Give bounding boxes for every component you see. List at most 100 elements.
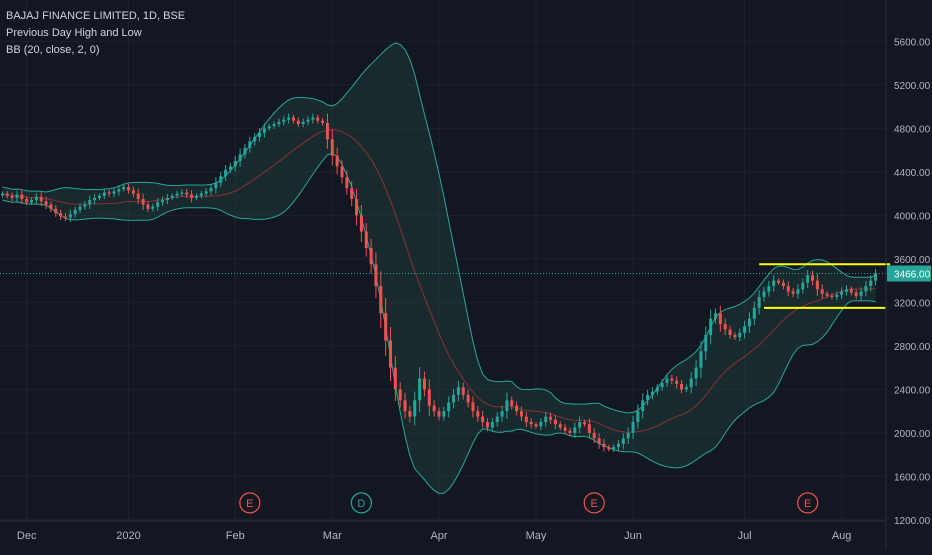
candle-body[interactable] xyxy=(83,204,87,207)
candle-body[interactable] xyxy=(592,432,596,439)
candle-body[interactable] xyxy=(694,367,698,379)
candle[interactable] xyxy=(219,171,223,187)
candle-body[interactable] xyxy=(578,422,582,428)
candle[interactable] xyxy=(684,384,688,393)
candle-body[interactable] xyxy=(301,121,305,124)
candle-body[interactable] xyxy=(127,187,131,191)
candle[interactable] xyxy=(316,114,320,124)
candle[interactable] xyxy=(563,424,567,434)
candle[interactable] xyxy=(34,193,38,204)
candle-body[interactable] xyxy=(524,416,528,423)
candle-body[interactable] xyxy=(364,231,368,248)
candle-body[interactable] xyxy=(59,213,63,217)
candle-body[interactable] xyxy=(180,192,184,194)
candle-body[interactable] xyxy=(151,206,155,209)
candle[interactable] xyxy=(136,188,140,205)
candle-body[interactable] xyxy=(680,383,684,390)
candle[interactable] xyxy=(427,379,431,416)
candle-body[interactable] xyxy=(296,120,300,124)
candle[interactable] xyxy=(529,417,533,429)
candle-body[interactable] xyxy=(112,191,116,194)
candle[interactable] xyxy=(151,203,155,212)
candle[interactable] xyxy=(422,371,426,397)
candle-body[interactable] xyxy=(772,280,776,287)
candle-body[interactable] xyxy=(718,313,722,325)
candle-body[interactable] xyxy=(146,204,150,209)
candle[interactable] xyxy=(194,193,198,201)
candle[interactable] xyxy=(199,190,203,199)
candle[interactable] xyxy=(844,285,848,296)
candle-body[interactable] xyxy=(228,166,232,170)
candle[interactable] xyxy=(583,419,587,427)
candle-body[interactable] xyxy=(165,197,169,201)
candle[interactable] xyxy=(869,275,873,292)
candle[interactable] xyxy=(306,116,310,126)
candle-body[interactable] xyxy=(486,422,490,428)
candle-body[interactable] xyxy=(10,195,14,198)
event-marker-earnings[interactable]: E xyxy=(797,492,819,514)
candle-body[interactable] xyxy=(141,199,145,205)
candle[interactable] xyxy=(709,309,713,345)
candle[interactable] xyxy=(30,197,34,206)
candle[interactable] xyxy=(20,189,24,205)
candle-body[interactable] xyxy=(340,166,344,178)
candle[interactable] xyxy=(83,201,87,210)
candle-body[interactable] xyxy=(631,422,635,433)
candle-body[interactable] xyxy=(359,215,363,232)
candle[interactable] xyxy=(772,275,776,292)
candle-body[interactable] xyxy=(806,275,810,283)
candle-body[interactable] xyxy=(44,201,48,205)
candle[interactable] xyxy=(146,201,150,213)
candle[interactable] xyxy=(510,396,514,410)
candle[interactable] xyxy=(694,360,698,387)
candle-body[interactable] xyxy=(107,192,111,194)
candle[interactable] xyxy=(849,286,853,296)
candle-body[interactable] xyxy=(636,411,640,423)
candle[interactable] xyxy=(500,406,504,422)
candle[interactable] xyxy=(568,427,572,437)
candle-body[interactable] xyxy=(495,416,499,423)
candle-body[interactable] xyxy=(534,424,538,427)
candle-body[interactable] xyxy=(388,340,392,368)
candle[interactable] xyxy=(44,196,48,209)
candle[interactable] xyxy=(93,193,97,205)
last-price-label[interactable]: 3466.00 xyxy=(887,265,931,282)
candle-body[interactable] xyxy=(321,120,325,123)
candle[interactable] xyxy=(340,160,344,184)
candle-body[interactable] xyxy=(549,416,553,420)
candle-body[interactable] xyxy=(432,405,436,412)
candle[interactable] xyxy=(655,383,659,395)
candle[interactable] xyxy=(830,293,834,300)
candle[interactable] xyxy=(418,366,422,412)
candle-body[interactable] xyxy=(655,387,659,392)
candle-body[interactable] xyxy=(243,147,247,155)
candle[interactable] xyxy=(486,418,490,432)
candle-body[interactable] xyxy=(248,141,252,148)
candle[interactable] xyxy=(738,328,742,342)
candle[interactable] xyxy=(825,291,829,299)
candle-body[interactable] xyxy=(418,378,422,401)
candle-body[interactable] xyxy=(563,427,567,431)
candle[interactable] xyxy=(355,189,359,226)
candle[interactable] xyxy=(437,407,441,421)
event-circle[interactable] xyxy=(583,492,605,514)
candle[interactable] xyxy=(835,291,839,301)
candle[interactable] xyxy=(747,312,751,333)
candle-body[interactable] xyxy=(54,208,58,214)
candle[interactable] xyxy=(641,393,645,419)
candle-body[interactable] xyxy=(558,424,562,428)
candle-body[interactable] xyxy=(330,139,334,156)
candle[interactable] xyxy=(330,129,334,166)
candle-body[interactable] xyxy=(704,335,708,352)
candle[interactable] xyxy=(248,136,252,153)
candle[interactable] xyxy=(165,193,169,205)
candle[interactable] xyxy=(325,113,329,149)
candle[interactable] xyxy=(102,189,106,199)
candle-body[interactable] xyxy=(272,123,276,127)
candle-body[interactable] xyxy=(529,422,533,425)
candle-body[interactable] xyxy=(844,289,848,292)
candle[interactable] xyxy=(505,392,509,420)
candle[interactable] xyxy=(238,148,242,167)
candle[interactable] xyxy=(432,400,436,417)
